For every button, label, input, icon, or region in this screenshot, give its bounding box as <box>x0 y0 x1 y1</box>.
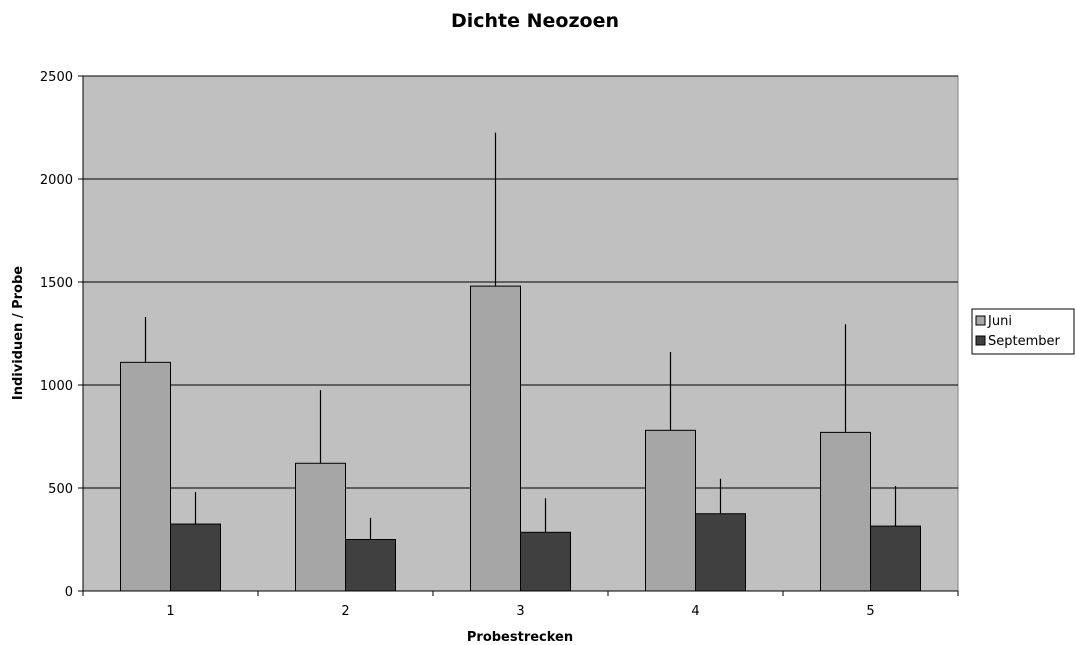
bar-september <box>871 526 921 591</box>
y-tick-label: 2500 <box>40 70 73 85</box>
bar-juni <box>296 463 346 591</box>
y-tick-label: 1500 <box>40 276 73 291</box>
bar-juni <box>646 430 696 591</box>
legend-label: Juni <box>987 314 1012 329</box>
x-tick-label: 5 <box>866 604 874 619</box>
bar-september <box>521 532 571 591</box>
y-tick-label: 1000 <box>40 379 73 394</box>
bar-juni <box>471 286 521 591</box>
legend-swatch <box>976 316 985 325</box>
y-tick-label: 500 <box>48 482 73 497</box>
x-tick-label: 2 <box>341 604 349 619</box>
legend-label: September <box>988 334 1061 349</box>
chart-title: Dichte Neozoen <box>451 10 619 32</box>
x-axis-title: Probestrecken <box>467 630 573 645</box>
y-tick-label: 2000 <box>40 173 73 188</box>
y-tick-label: 0 <box>65 585 73 600</box>
legend-swatch <box>976 336 985 345</box>
bar-september <box>346 540 396 592</box>
y-axis-title: Individuen / Probe <box>11 266 26 400</box>
legend: Juni September <box>972 309 1074 354</box>
x-tick-label: 3 <box>516 604 524 619</box>
bar-juni <box>121 362 171 591</box>
bar-september <box>171 524 221 591</box>
x-tick-label: 4 <box>691 604 699 619</box>
x-tick-label: 1 <box>166 604 174 619</box>
bar-september <box>696 514 746 591</box>
bar-juni <box>821 432 871 591</box>
